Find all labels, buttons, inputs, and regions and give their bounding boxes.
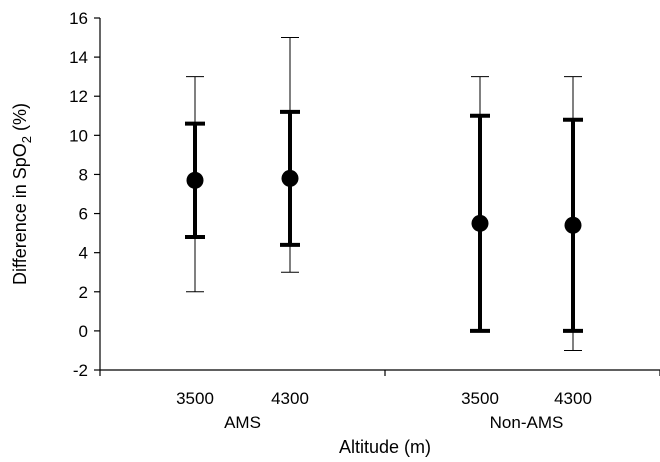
y-tick-label: 4: [79, 244, 88, 263]
group-label: Non-AMS: [490, 413, 564, 432]
group-label: AMS: [224, 413, 261, 432]
y-axis-label-main: Difference in SpO: [10, 143, 30, 285]
data-point: [186, 171, 204, 189]
marks: [185, 37, 583, 351]
x-tick-label: 3500: [461, 389, 499, 408]
data-point: [281, 169, 299, 187]
y-tick-label: 0: [79, 322, 88, 341]
axes: -2 0 2 4 6 8 10 12 14 16 3500 4300 AMS 3500 4300 Non-AM…: [69, 9, 660, 432]
y-tick-label: 6: [79, 205, 88, 224]
data-point-group: [280, 37, 300, 273]
y-tick-label: 12: [69, 87, 88, 106]
y-tick-label: -2: [73, 361, 88, 380]
data-point-group: [563, 76, 583, 351]
x-tick-label: 4300: [271, 389, 309, 408]
y-axis-label: Difference in SpO2 (%): [10, 103, 34, 285]
data-point: [564, 216, 582, 234]
x-axis-label: Altitude (m): [339, 437, 431, 457]
y-axis-label-subscript: 2: [19, 136, 34, 143]
y-tick-label: 16: [69, 9, 88, 28]
data-point: [471, 214, 489, 232]
y-tick-label: 2: [79, 283, 88, 302]
data-point-group: [185, 76, 205, 293]
y-tick-label: 14: [69, 48, 88, 67]
y-axis-label-unit: (%): [10, 103, 30, 136]
y-tick-label: 10: [69, 126, 88, 145]
y-tick-label: 8: [79, 165, 88, 184]
data-point-group: [470, 76, 490, 333]
x-tick-label: 3500: [176, 389, 214, 408]
x-tick-label: 4300: [554, 389, 592, 408]
